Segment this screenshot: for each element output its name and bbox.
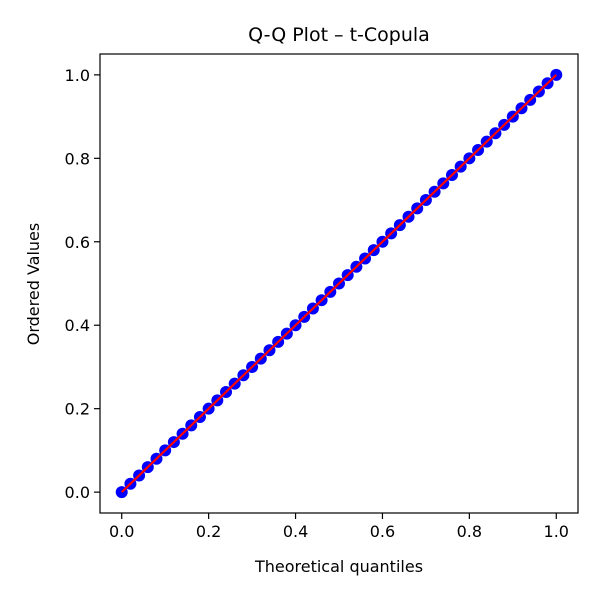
y-tick-label: 1.0: [65, 66, 90, 85]
x-tick-label: 0.8: [457, 522, 482, 541]
y-axis-label: Ordered Values: [24, 223, 43, 345]
x-tick-label: 0.4: [283, 522, 308, 541]
plot-area: [115, 68, 563, 499]
x-tick-label: 0.0: [109, 522, 134, 541]
y-tick-label: 0.0: [65, 483, 90, 502]
y-tick-label: 0.8: [65, 149, 90, 168]
x-tick-label: 0.6: [370, 522, 395, 541]
chart-title: Q-Q Plot – t-Copula: [248, 24, 430, 46]
y-tick-label: 0.2: [65, 400, 90, 419]
y-tick-label: 0.4: [65, 316, 90, 335]
y-tick-label: 0.6: [65, 233, 90, 252]
reference-line: [120, 74, 558, 493]
y-axis: 0.0 0.2 0.4 0.6 0.8 1.0: [65, 66, 100, 502]
x-tick-label: 0.2: [196, 522, 221, 541]
x-axis: 0.0 0.2 0.4 0.6 0.8 1.0: [109, 513, 569, 541]
x-axis-label: Theoretical quantiles: [254, 557, 423, 576]
x-tick-label: 1.0: [544, 522, 569, 541]
axes-frame: [99, 53, 579, 514]
